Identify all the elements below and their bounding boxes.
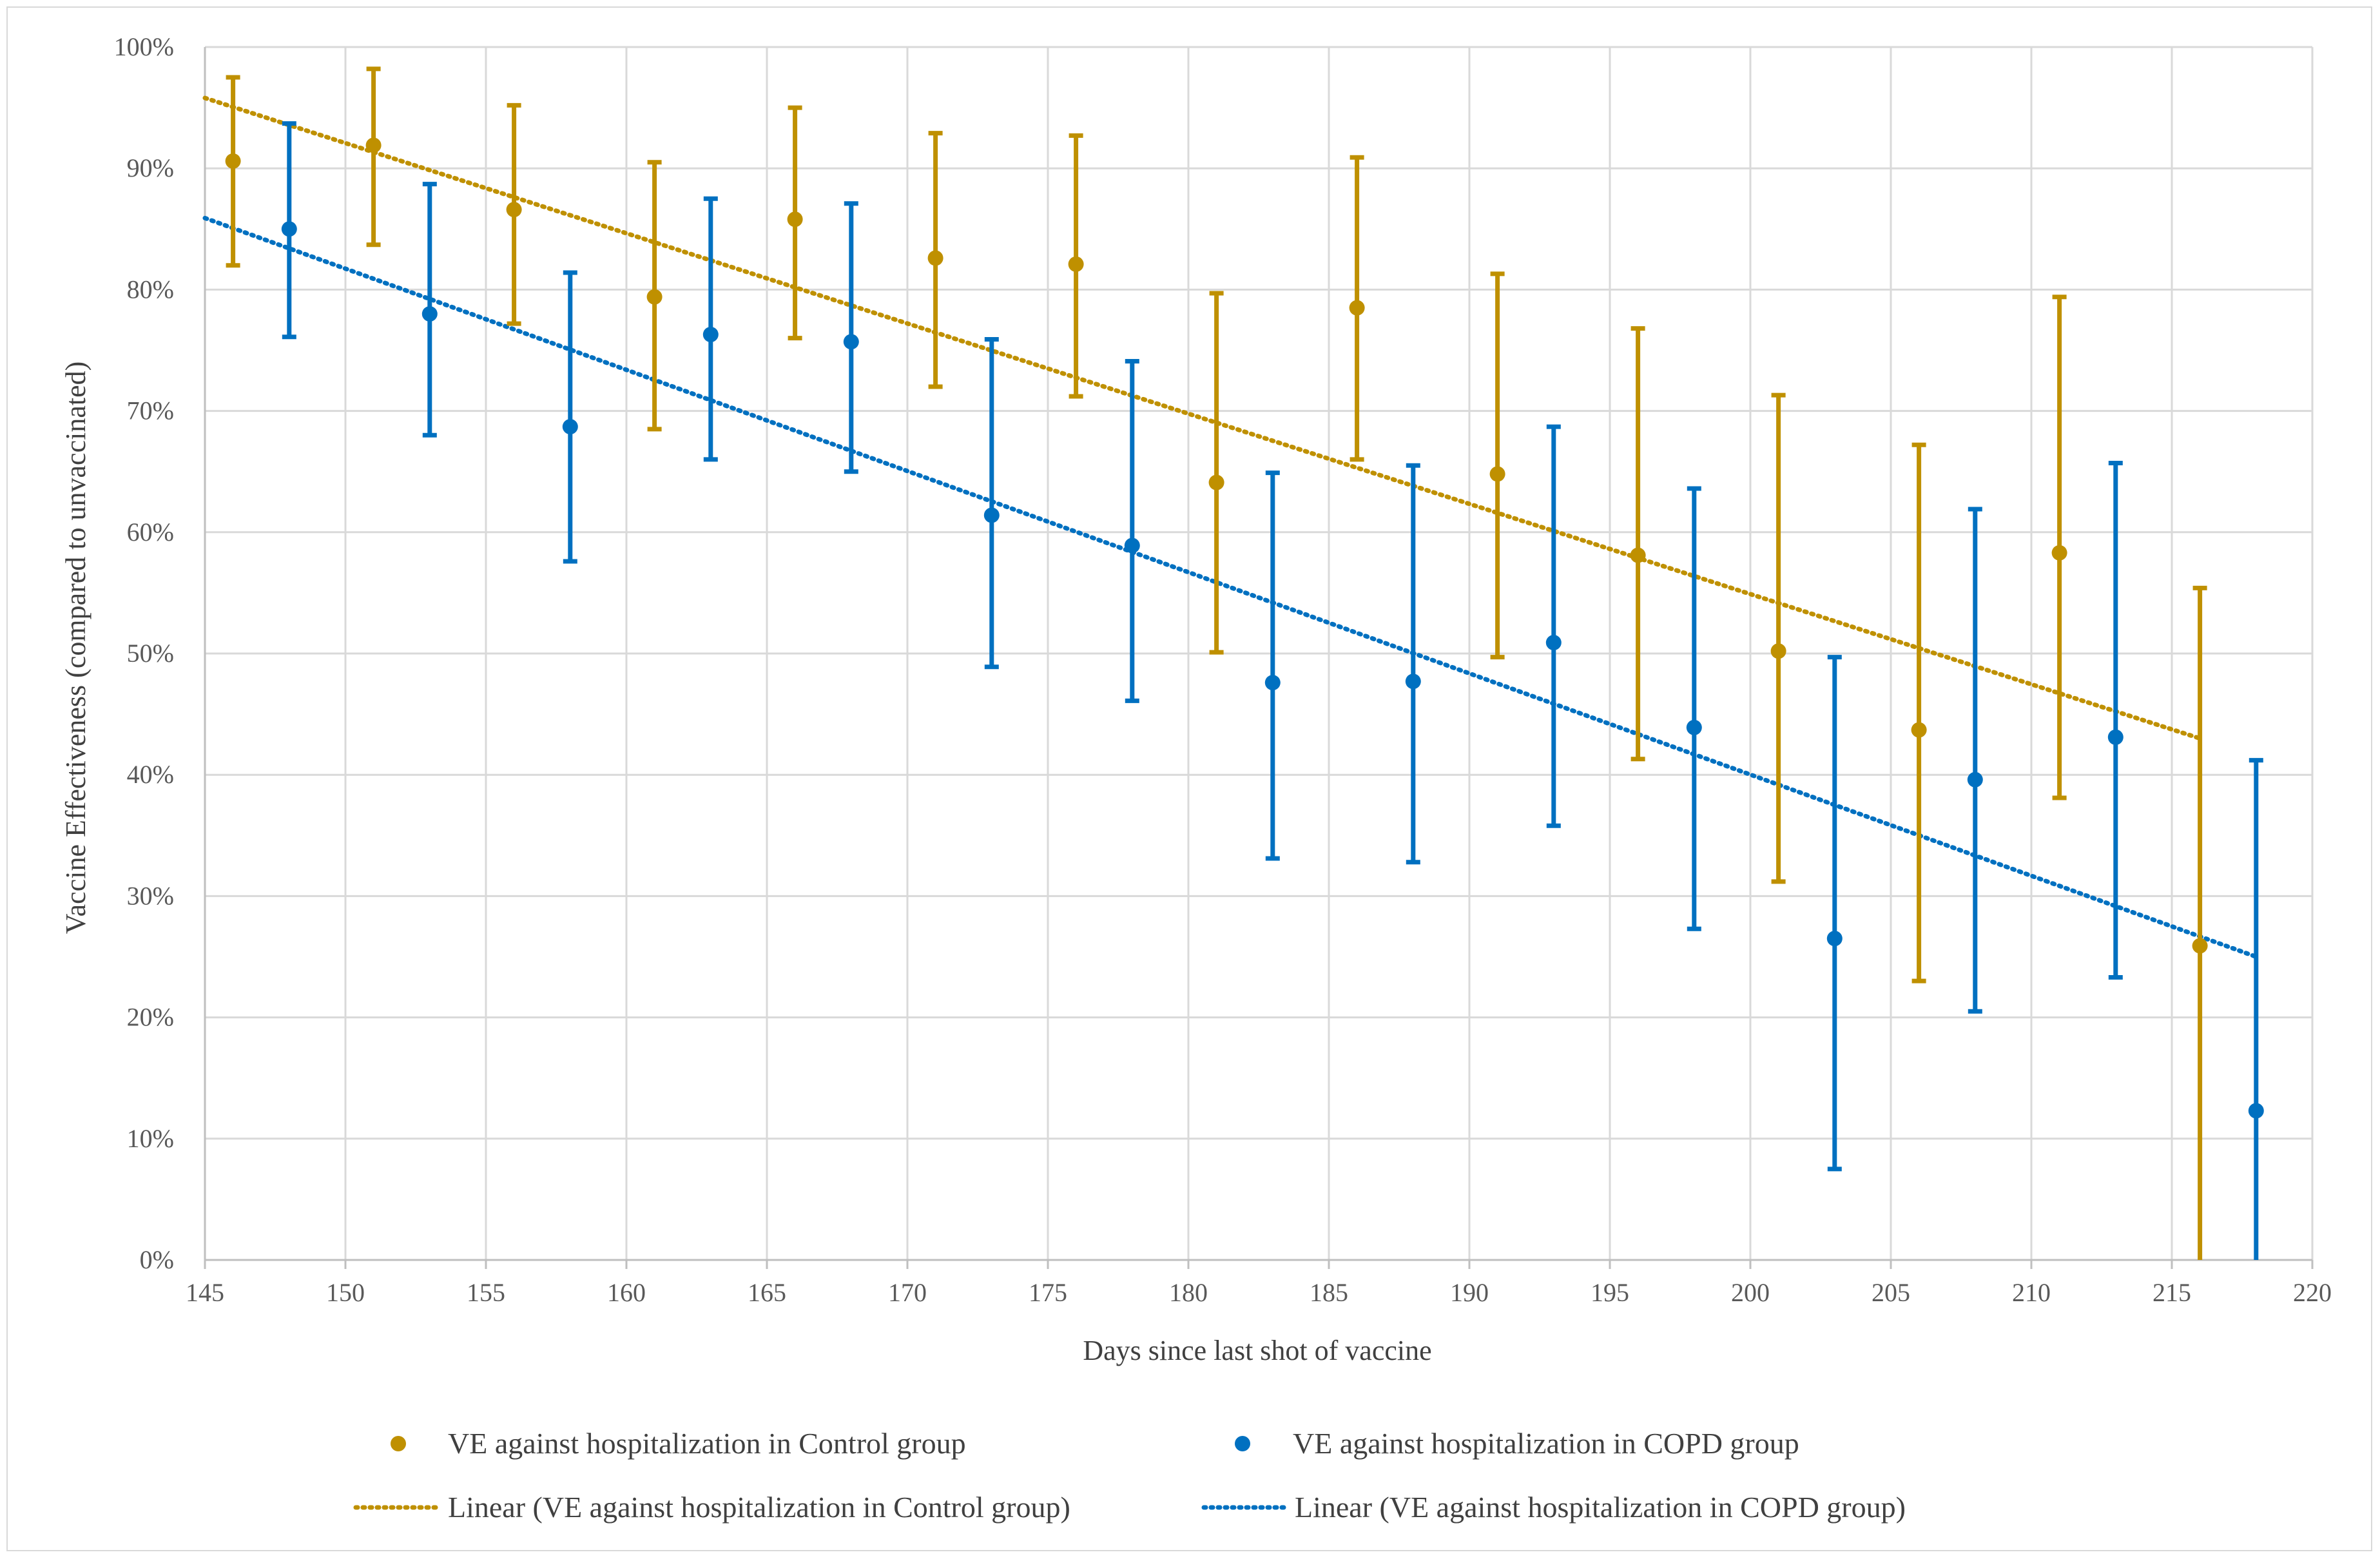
point-copd: [562, 419, 578, 435]
axes: [204, 47, 2314, 1269]
trendline-copd: [202, 215, 2259, 959]
point-copd: [1545, 635, 1562, 651]
point-copd: [1405, 673, 1421, 690]
point-control: [1911, 722, 1927, 738]
point-control: [1489, 466, 1505, 482]
point-control: [787, 211, 803, 228]
x-tick-label: 160: [607, 1278, 646, 1307]
y-tick-label: 30%: [127, 881, 174, 910]
y-tick-label: 90%: [127, 153, 174, 182]
point-copd: [843, 334, 859, 350]
x-tick-label: 190: [1450, 1278, 1489, 1307]
x-tick-label: 175: [1029, 1278, 1067, 1307]
point-control: [1349, 300, 1365, 316]
x-tick-label: 145: [186, 1278, 224, 1307]
point-copd: [702, 327, 719, 343]
point-control: [225, 153, 241, 169]
point-control: [927, 250, 943, 266]
x-tick-label: 215: [2153, 1278, 2191, 1307]
legend-marker-copd: [1235, 1436, 1250, 1451]
point-control: [1770, 643, 1786, 659]
y-tick-label: 80%: [127, 275, 174, 304]
x-tick-label: 155: [467, 1278, 505, 1307]
point-control: [365, 137, 382, 153]
y-tick-label: 50%: [127, 639, 174, 668]
x-tick-label: 210: [2012, 1278, 2051, 1307]
x-tick-label: 205: [1872, 1278, 1910, 1307]
trendlines: [202, 95, 2259, 959]
point-copd: [2248, 1103, 2264, 1119]
legend-marker-control: [391, 1436, 406, 1451]
legend-label-copd: VE against hospitalization in COPD group: [1293, 1427, 1799, 1460]
point-copd: [1967, 771, 1983, 788]
point-control: [646, 289, 663, 305]
point-control: [1068, 256, 1084, 272]
point-copd: [983, 507, 1000, 523]
y-tick-label: 10%: [127, 1124, 174, 1153]
x-tick-label: 170: [888, 1278, 927, 1307]
point-copd: [1264, 675, 1281, 691]
point-copd: [1686, 719, 1702, 735]
legend-label-control: VE against hospitalization in Control gr…: [448, 1427, 966, 1460]
legend-label-linear-control: Linear (VE against hospitalization in Co…: [448, 1491, 1070, 1524]
error-bars: [226, 66, 2263, 1260]
x-tick-label: 185: [1310, 1278, 1348, 1307]
x-tick-label: 195: [1591, 1278, 1629, 1307]
y-tick-label: 70%: [127, 396, 174, 425]
x-tick-label: 220: [2293, 1278, 2332, 1307]
point-control: [1630, 547, 1646, 563]
x-axis-title: Days since last shot of vaccine: [1083, 1335, 1431, 1366]
legend-item-copd[interactable]: VE against hospitalization in COPD group: [1235, 1427, 1799, 1460]
point-control: [506, 202, 522, 218]
tick-labels: 0% 10% 20% 30% 40% 50% 60% 70% 80% 90% 100% 145 150 1…: [114, 32, 2332, 1307]
trendline-control: [202, 95, 2203, 741]
point-copd: [2107, 729, 2124, 745]
point-control: [2192, 938, 2208, 954]
legend-item-control[interactable]: VE against hospitalization in Control gr…: [391, 1427, 966, 1460]
point-control: [2051, 545, 2067, 561]
x-tick-label: 150: [326, 1278, 365, 1307]
point-copd: [421, 306, 438, 322]
x-tick-label: 165: [748, 1278, 786, 1307]
grid: [205, 46, 2314, 1260]
y-tick-label: 0%: [140, 1245, 174, 1274]
point-control: [1208, 474, 1224, 490]
y-tick-label: 40%: [127, 760, 174, 789]
legend-label-linear-copd: Linear (VE against hospitalization in CO…: [1295, 1491, 1906, 1524]
y-tick-label: 60%: [127, 518, 174, 547]
legend: VE against hospitalization in Control gr…: [353, 1427, 1906, 1524]
data-points: [225, 137, 2264, 1119]
point-copd: [1124, 537, 1140, 554]
point-copd: [1826, 931, 1843, 947]
y-tick-label: 20%: [127, 1003, 174, 1032]
x-tick-label: 200: [1731, 1278, 1770, 1307]
legend-item-linear-copd[interactable]: Linear (VE against hospitalization in CO…: [1201, 1491, 1906, 1524]
x-tick-label: 180: [1169, 1278, 1208, 1307]
legend-item-linear-control[interactable]: Linear (VE against hospitalization in Co…: [353, 1491, 1070, 1524]
y-tick-label: 100%: [114, 32, 174, 61]
y-axis-title: Vaccine Effectiveness (compared to unvac…: [60, 362, 92, 934]
point-copd: [281, 221, 297, 237]
